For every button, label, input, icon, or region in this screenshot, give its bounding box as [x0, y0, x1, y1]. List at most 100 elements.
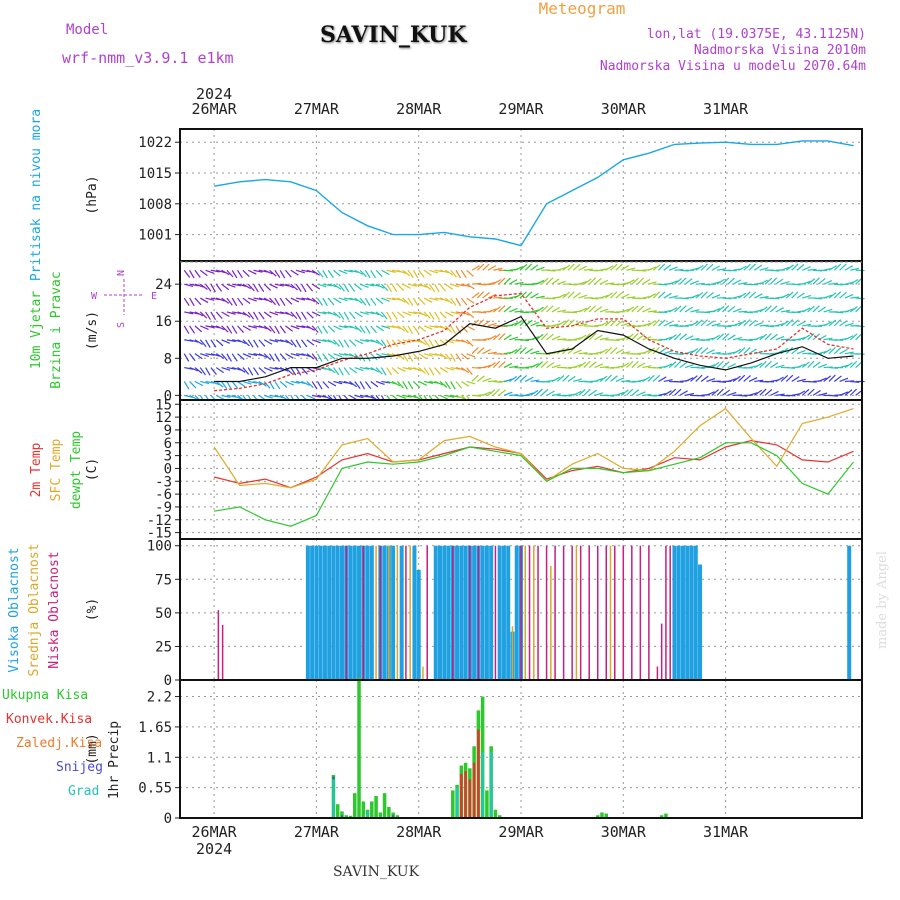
panel-background [180, 400, 862, 539]
precip-bar [485, 790, 489, 818]
wind-barb [546, 390, 555, 396]
wind-barb [551, 306, 560, 313]
wind-barb [764, 277, 773, 285]
wind-barb [594, 334, 603, 341]
panel-background [180, 680, 862, 818]
wind-barb [700, 291, 708, 299]
wind-barb [519, 366, 529, 369]
wind-barb [364, 353, 371, 362]
wind-barb [583, 333, 591, 341]
y-tick-label: 1015 [138, 166, 172, 182]
wind-barb [652, 346, 660, 355]
y-tick-label: -15 [147, 526, 172, 542]
wind-barb [647, 320, 656, 327]
wind-barb [466, 367, 473, 375]
wind-barb [679, 277, 687, 285]
wind-barb [237, 269, 243, 279]
wind-barb [850, 380, 860, 383]
wind-barb [232, 283, 242, 287]
wind-barb [354, 381, 361, 390]
wind-barb [349, 325, 358, 330]
wind-barb [386, 283, 392, 293]
wind-barb [237, 297, 244, 306]
wind-barb [380, 367, 387, 376]
wind-barb [695, 319, 703, 327]
wind-barb [759, 306, 768, 313]
wind-barb [828, 319, 837, 327]
wind-barb [588, 277, 597, 285]
wind-barb [791, 376, 800, 382]
cloud-bar [676, 545, 681, 680]
wind-barb [210, 269, 220, 273]
wind-barb [615, 291, 624, 299]
wind-barb [503, 305, 512, 313]
wind-barb [839, 391, 849, 396]
wind-barb [540, 360, 549, 368]
wind-barb [402, 394, 412, 398]
wind-barb [802, 294, 812, 299]
wind-barb [636, 333, 645, 341]
wind-barb [402, 381, 408, 390]
precip-bar [353, 793, 357, 818]
wind-barb [562, 366, 572, 369]
wind-barb [231, 353, 238, 362]
y-tick-label: 50 [155, 606, 172, 622]
wind-barb [541, 380, 551, 383]
wind-barb [493, 296, 503, 299]
wind-barb [386, 367, 393, 376]
cloud-bar [665, 545, 667, 680]
wind-barb [626, 279, 635, 285]
wind-barb [594, 306, 603, 313]
wind-barb [466, 325, 475, 331]
wind-barb [274, 325, 280, 334]
wind-barb [439, 339, 448, 346]
wind-barb [253, 311, 259, 321]
wind-barb [391, 339, 399, 348]
wind-barb [663, 379, 673, 383]
wind-barb [445, 366, 455, 371]
cloud-bar [656, 666, 659, 680]
x-tick-label-top: 27MAR [294, 100, 340, 118]
wind-barb [524, 263, 533, 271]
panel-border [179, 679, 863, 819]
wind-barb [460, 367, 470, 374]
wind-barb [386, 325, 396, 329]
wind-barb [727, 378, 737, 383]
y-tick-label: 1.1 [147, 750, 172, 766]
wind-barb [807, 353, 817, 356]
wind-barb [423, 311, 431, 319]
wind-barb [621, 379, 631, 383]
wind-barb [503, 378, 513, 383]
cloud-bar [596, 545, 599, 680]
wind-barb [380, 311, 388, 320]
wind-barb [381, 380, 391, 384]
wind-barb [407, 325, 414, 334]
wind-barb [572, 349, 582, 355]
wind-barb [823, 279, 833, 285]
wind-barb [242, 269, 250, 277]
wind-barb [785, 291, 794, 299]
wind-barb [184, 394, 194, 399]
wind-barb [732, 321, 742, 327]
wind-barb [269, 325, 276, 334]
wind-barb [397, 311, 405, 319]
wind-barb [610, 339, 620, 342]
wind-barb [572, 292, 581, 299]
wind-barb [263, 311, 272, 318]
wind-barb [349, 367, 357, 374]
wind-barb [290, 297, 300, 303]
wind-barb [279, 353, 287, 361]
wind-barb [439, 367, 448, 373]
wind-barb [412, 353, 420, 361]
wind-barb [264, 394, 273, 399]
wind-barb [343, 353, 353, 357]
wind-barb [764, 389, 773, 396]
cloud-bar [693, 545, 698, 680]
cloud-bar [438, 545, 443, 680]
wind-barb [748, 319, 757, 327]
wind-barb [796, 363, 806, 369]
wind-barb [375, 380, 385, 386]
wind-barb [780, 293, 790, 299]
wind-barb [647, 374, 655, 382]
wind-barb [706, 391, 715, 396]
